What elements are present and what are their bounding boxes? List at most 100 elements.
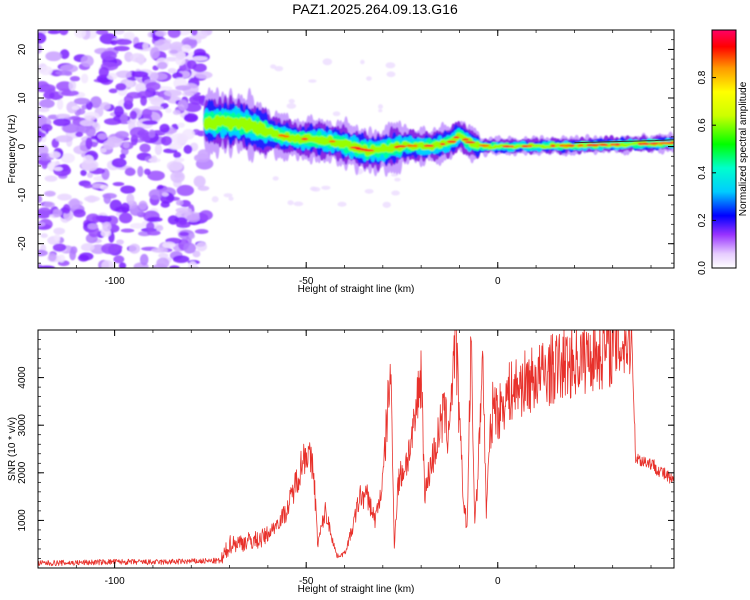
ridge-hotspot — [527, 144, 533, 148]
noise-blob — [57, 254, 66, 263]
noise-blob — [167, 67, 177, 74]
noise-blob — [183, 39, 197, 46]
noise-blob — [100, 50, 117, 61]
noise-blob — [57, 193, 72, 201]
noise-blob — [38, 207, 52, 219]
ridge-hotspot — [559, 144, 566, 147]
ridge-hotspot — [589, 143, 600, 147]
spectrogram-y-tick-label: -20 — [17, 236, 28, 251]
noise-blob — [176, 184, 195, 197]
spectrogram-y-tick-label: -10 — [17, 187, 28, 202]
noise-blob — [120, 202, 130, 213]
noise-blob — [108, 88, 118, 94]
noise-blob — [48, 252, 57, 262]
noise-blob — [157, 61, 168, 70]
noise-blob — [99, 184, 109, 190]
noise-blob — [141, 108, 153, 118]
noise-blob — [53, 118, 71, 127]
noise-blob — [192, 63, 207, 73]
noise-blob — [151, 247, 169, 253]
noise-blob — [130, 223, 145, 229]
noise-blob — [165, 108, 172, 114]
noise-blob — [72, 209, 86, 218]
noise-blob — [98, 66, 110, 78]
noise-blob — [38, 145, 49, 156]
noise-blob — [40, 233, 48, 238]
noise-blob — [119, 113, 128, 125]
noise-blob — [68, 79, 77, 92]
ridge-hotspot — [395, 145, 407, 148]
ridge-hotspot — [439, 142, 446, 146]
noise-blob — [123, 31, 135, 41]
spectrogram-y-ticks: -20 -10 0 10 20 — [17, 29, 674, 264]
ridge-hotspot — [668, 141, 674, 144]
noise-blob — [124, 167, 136, 177]
noise-blob — [115, 83, 127, 91]
noise-blob — [85, 137, 93, 150]
noise-blob — [147, 170, 165, 181]
noise-blob — [166, 160, 183, 171]
noise-blob — [274, 66, 284, 72]
noise-blob — [126, 193, 135, 205]
noise-blob — [79, 119, 95, 127]
colorbar-tick-label: 0.8 — [697, 70, 708, 84]
noise-blob — [228, 196, 234, 201]
ridge-hotspot — [568, 144, 575, 147]
ridge-hotspot — [301, 137, 309, 141]
noise-blob — [175, 50, 186, 60]
ridge-hotspot — [328, 140, 336, 143]
noise-blob — [137, 165, 144, 178]
noise-blob — [158, 252, 169, 259]
noise-blob — [157, 184, 164, 190]
noise-blob — [116, 239, 124, 245]
snr-y-tick-label: 1000 — [17, 509, 28, 532]
noise-blob — [62, 204, 71, 214]
noise-blob — [144, 168, 151, 175]
spectrogram-y-tick-label: 20 — [17, 43, 28, 55]
noise-blob — [41, 161, 48, 170]
noise-blob — [109, 199, 122, 212]
ridge-hotspot — [609, 143, 616, 146]
noise-blob — [38, 32, 47, 44]
noise-blob — [53, 227, 66, 235]
noise-blob — [288, 98, 295, 104]
noise-blob — [385, 62, 396, 69]
noise-blob — [172, 255, 190, 263]
snr-background — [38, 330, 674, 568]
noise-blob — [115, 130, 129, 139]
noise-blob — [138, 200, 148, 210]
noise-blob — [322, 58, 333, 66]
noise-blob — [74, 30, 87, 39]
noise-blob — [38, 249, 48, 257]
noise-blob — [337, 201, 347, 207]
noise-blob — [39, 98, 55, 109]
noise-blob — [164, 89, 182, 97]
spectrogram-blobs — [38, 30, 674, 268]
noise-blob — [386, 71, 396, 78]
ridge-hotspot — [462, 138, 470, 141]
spectrogram-x-tick-label: 0 — [495, 276, 501, 287]
noise-blob — [146, 221, 155, 231]
noise-blob — [162, 241, 176, 249]
noise-blob — [192, 250, 201, 258]
noise-blob — [99, 148, 107, 153]
noise-blob — [38, 195, 43, 204]
noise-blob — [154, 143, 163, 156]
noise-blob — [332, 111, 341, 117]
colorbar-label: Normalized spectral amplitude — [738, 81, 749, 216]
noise-blob — [142, 120, 158, 125]
noise-blob — [149, 47, 160, 59]
noise-blob — [287, 200, 294, 206]
ridge-hotspot — [550, 144, 556, 148]
noise-blob — [321, 185, 331, 190]
noise-blob — [85, 126, 96, 137]
noise-blob — [169, 49, 179, 54]
noise-blob — [167, 215, 179, 225]
colorbar-tick-label: 0.6 — [697, 118, 708, 132]
noise-blob — [184, 102, 202, 113]
noise-blob — [194, 71, 213, 79]
noise-blob — [167, 30, 181, 38]
noise-blob — [272, 176, 279, 181]
noise-blob — [193, 175, 206, 188]
